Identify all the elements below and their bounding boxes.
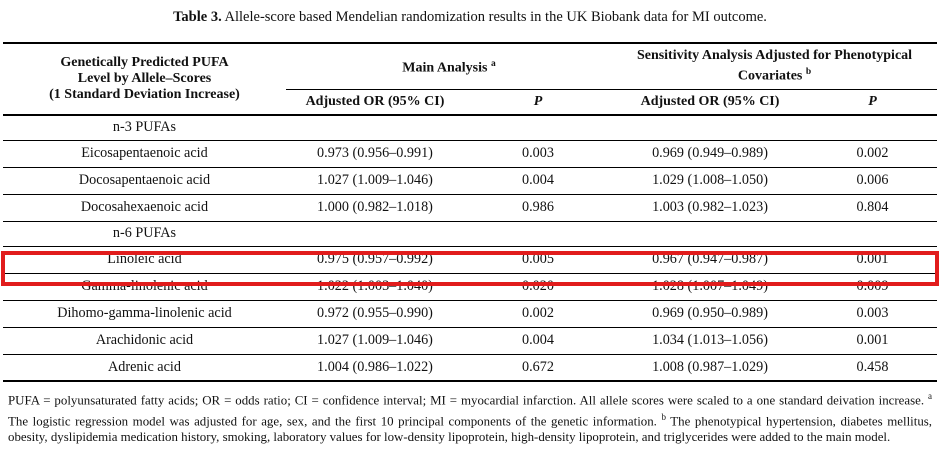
main-analysis-header: Main Analysis a bbox=[285, 43, 612, 90]
main-or-cell: 0.973 (0.956–0.991) bbox=[285, 140, 464, 168]
pufa-name-cell: Adrenic acid bbox=[108, 358, 181, 375]
sensitivity-p-cell: 0.003 bbox=[808, 300, 937, 328]
main-p-cell: 0.004 bbox=[463, 327, 612, 355]
table-row-docosapentaenoic-acid: Docosapentaenoic acid 1.027 (1.009–1.046… bbox=[2, 167, 937, 195]
pufa-name-cell: Linoleic acid bbox=[2, 246, 286, 274]
pufa-name-cell: Arachidonic acid bbox=[2, 327, 286, 355]
table-header: Genetically Predicted PUFA Level by Alle… bbox=[2, 43, 937, 116]
main-or-cell: 1.027 (1.009–1.046) bbox=[285, 327, 464, 355]
section-label: n-6 PUFAs bbox=[2, 221, 286, 247]
sensitivity-p-cell: 0.001 bbox=[808, 246, 937, 274]
stub-header: Genetically Predicted PUFA Level by Alle… bbox=[2, 43, 286, 116]
main-analysis-footnote-marker: a bbox=[490, 58, 496, 69]
sensitivity-or-header: Adjusted OR (95% CI) bbox=[612, 89, 808, 116]
footnote-abbreviations: PUFA = polyunsaturated fatty acids; OR =… bbox=[8, 393, 928, 408]
sensitivity-or-cell: 1.003 (0.982–1.023) bbox=[612, 194, 808, 222]
sensitivity-analysis-label: Sensitivity Analysis Adjusted for Phenot… bbox=[636, 47, 913, 84]
main-or-header: Adjusted OR (95% CI) bbox=[285, 89, 464, 116]
section-row-n6-pufas: n-6 PUFAs bbox=[2, 221, 937, 247]
footnote-marker-b: b bbox=[661, 411, 666, 422]
sensitivity-p-cell: 0.009 bbox=[808, 273, 937, 301]
results-table: Genetically Predicted PUFA Level by Alle… bbox=[2, 42, 937, 382]
footnote-b-text: The phenotypical hypertension, diabetes … bbox=[8, 413, 933, 444]
sensitivity-p-cell: 0.002 bbox=[808, 140, 937, 168]
sensitivity-p-cell: 0.458 bbox=[856, 358, 889, 375]
footnote-a-text: The logistic regression model was adjust… bbox=[8, 413, 662, 428]
pufa-name-cell: Docosapentaenoic acid bbox=[2, 167, 286, 195]
pufa-name-cell: Gamma-linolenic acid bbox=[2, 273, 286, 301]
main-p-cell: 0.020 bbox=[463, 273, 612, 301]
empty-cell bbox=[463, 221, 612, 247]
table-row-gamma-linolenic-acid: Gamma-linolenic acid 1.022 (1.003–1.040)… bbox=[2, 273, 937, 301]
main-analysis-label: Main Analysis bbox=[402, 60, 488, 76]
sensitivity-or-cell: 1.008 (0.987–1.029) bbox=[652, 358, 768, 375]
stub-header-line2: Level by Allele–Scores bbox=[77, 71, 212, 86]
table-body: n-3 PUFAs Eicosapentaenoic acid 0.973 (0… bbox=[2, 115, 937, 381]
footnote-marker-a: a bbox=[928, 391, 932, 401]
sensitivity-or-cell: 0.969 (0.949–0.989) bbox=[612, 140, 808, 168]
main-p-cell: 0.003 bbox=[463, 140, 612, 168]
pufa-name-cell: Docosahexaenoic acid bbox=[2, 194, 286, 222]
empty-cell bbox=[285, 115, 464, 141]
table-footnote: PUFA = polyunsaturated fatty acids; OR =… bbox=[8, 388, 932, 445]
table-row-adrenic-acid: Adrenic acid 1.004 (0.986–1.022) 0.672 1… bbox=[3, 354, 937, 381]
main-or-cell: 1.022 (1.003–1.040) bbox=[285, 273, 464, 301]
main-p-cell: 0.672 bbox=[522, 358, 554, 375]
main-p-cell: 0.002 bbox=[463, 300, 612, 328]
group-header-row: Genetically Predicted PUFA Level by Alle… bbox=[2, 43, 937, 116]
main-or-cell: 0.972 (0.955–0.990) bbox=[285, 300, 464, 328]
sensitivity-analysis-header: Sensitivity Analysis Adjusted for Phenot… bbox=[612, 43, 937, 90]
pufa-name-cell: Dihomo-gamma-linolenic acid bbox=[2, 300, 286, 328]
table-title-text: Allele-score based Mendelian randomizati… bbox=[221, 9, 767, 25]
table-title: Table 3. Allele-score based Mendelian ra… bbox=[0, 8, 940, 26]
main-p-cell: 0.986 bbox=[463, 194, 612, 222]
sensitivity-or-cell: 1.034 (1.013–1.056) bbox=[612, 327, 808, 355]
sensitivity-or-cell: 1.028 (1.007–1.049) bbox=[612, 273, 808, 301]
main-or-cell: 1.004 (0.986–1.022) bbox=[317, 358, 433, 375]
main-p-cell: 0.005 bbox=[463, 246, 612, 274]
section-label: n-3 PUFAs bbox=[2, 115, 286, 141]
sensitivity-or-cell: 0.967 (0.947–0.987) bbox=[612, 246, 808, 274]
main-or-cell: 1.000 (0.982–1.018) bbox=[285, 194, 464, 222]
table-title-label: Table 3. bbox=[173, 9, 222, 25]
sensitivity-or-cell: 0.969 (0.950–0.989) bbox=[612, 300, 808, 328]
sensitivity-p-cell: 0.001 bbox=[808, 327, 937, 355]
empty-cell bbox=[612, 221, 808, 247]
sensitivity-p-cell: 0.804 bbox=[808, 194, 937, 222]
main-or-cell: 1.027 (1.009–1.046) bbox=[285, 167, 464, 195]
table-row-eicosapentaenoic-acid: Eicosapentaenoic acid 0.973 (0.956–0.991… bbox=[2, 140, 937, 168]
sensitivity-p-header: P bbox=[808, 89, 937, 116]
stub-header-line1: Genetically Predicted PUFA bbox=[60, 55, 229, 70]
sensitivity-or-cell: 1.029 (1.008–1.050) bbox=[612, 167, 808, 195]
subheader-row: Adjusted OR (95% CI) P Adjusted OR (95% … bbox=[3, 89, 937, 116]
main-p-header: P bbox=[463, 89, 612, 116]
table-row-linoleic-acid: Linoleic acid 0.975 (0.957–0.992) 0.005 … bbox=[2, 246, 937, 274]
sensitivity-analysis-footnote-marker: b bbox=[805, 66, 812, 77]
table-row-docosahexaenoic-acid: Docosahexaenoic acid 1.000 (0.982–1.018)… bbox=[2, 194, 937, 222]
main-p-cell: 0.004 bbox=[463, 167, 612, 195]
main-or-cell: 0.975 (0.957–0.992) bbox=[285, 246, 464, 274]
empty-cell bbox=[612, 115, 808, 141]
pufa-name-cell: Eicosapentaenoic acid bbox=[2, 140, 286, 168]
sensitivity-p-cell: 0.006 bbox=[808, 167, 937, 195]
empty-cell bbox=[463, 115, 612, 141]
section-row-n3-pufas: n-3 PUFAs bbox=[2, 115, 937, 141]
empty-cell bbox=[808, 115, 937, 141]
table-row-dihomo-gamma-linolenic-acid: Dihomo-gamma-linolenic acid 0.972 (0.955… bbox=[2, 300, 937, 328]
stub-header-line3: (1 Standard Deviation Increase) bbox=[49, 87, 240, 102]
empty-cell bbox=[285, 221, 464, 247]
empty-cell bbox=[808, 221, 937, 247]
table-row-arachidonic-acid: Arachidonic acid 1.027 (1.009–1.046) 0.0… bbox=[2, 327, 937, 355]
